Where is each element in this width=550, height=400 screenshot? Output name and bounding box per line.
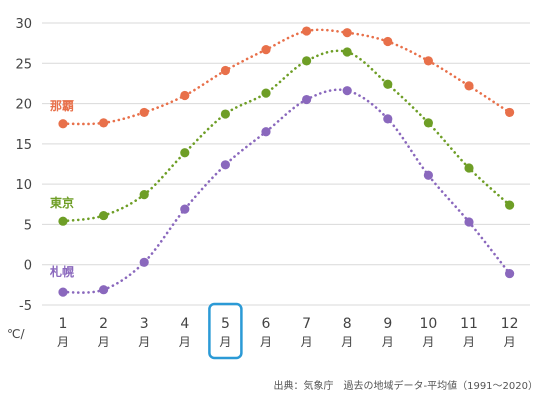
- data-point: [342, 86, 352, 96]
- series-group: [58, 47, 515, 226]
- x-tick-month-number: 10: [419, 316, 437, 332]
- source-note: 出典：気象庁 過去の地域データ-平均値（1991〜2020）: [273, 381, 538, 392]
- x-tick-month-unit: 月: [179, 335, 191, 349]
- x-tick-month-unit: 月: [219, 335, 231, 349]
- x-tick-month-unit: 月: [57, 335, 69, 349]
- x-tick-month-number: 3: [140, 316, 149, 332]
- x-tick-month-unit: 月: [382, 335, 394, 349]
- x-tick-month-unit: 月: [422, 335, 434, 349]
- data-point: [423, 118, 433, 128]
- x-tick-month-number: 2: [99, 316, 108, 332]
- series-label: 東京: [50, 195, 74, 210]
- y-tick-label: 25: [15, 57, 32, 72]
- series-group: [58, 86, 515, 297]
- data-point: [423, 56, 433, 66]
- data-point: [139, 190, 149, 200]
- data-point: [99, 285, 109, 295]
- highlighted-month-frame: [208, 302, 243, 360]
- y-tick-label: 30: [15, 17, 32, 32]
- y-axis-tick-labels: -5 0 5 10 15 20 25 30: [15, 17, 32, 314]
- y-tick-label: 0: [24, 259, 32, 274]
- x-tick-month-unit: 月: [138, 335, 150, 349]
- data-point: [99, 210, 109, 221]
- y-tick-label: 5: [24, 218, 32, 233]
- x-tick-month-unit: 月: [98, 335, 110, 349]
- data-point: [505, 107, 515, 118]
- data-point: [464, 81, 474, 91]
- x-tick-month-unit: 月: [341, 335, 353, 349]
- data-point: [383, 36, 393, 47]
- series-group: [58, 26, 515, 129]
- x-tick-month-number: 1: [59, 316, 68, 332]
- data-point: [220, 109, 230, 119]
- data-point: [505, 200, 515, 210]
- data-point: [180, 148, 190, 158]
- y-tick-label: -5: [19, 299, 32, 314]
- x-tick-month-number: 7: [302, 316, 311, 332]
- data-point: [342, 28, 352, 38]
- series-line: [61, 88, 511, 294]
- data-point: [464, 217, 474, 227]
- x-tick-month-number: 5: [221, 316, 230, 332]
- data-point: [139, 257, 149, 267]
- x-tick-month-number: 9: [383, 316, 392, 332]
- x-axis-tick-labels: 1 月 2 月 3 月 4 月 5 月 6 月 7 月 8 月 9 月 10 月 11 月 12 月: [57, 302, 519, 360]
- data-point: [139, 107, 149, 118]
- series-line: [61, 49, 511, 223]
- data-point: [99, 118, 109, 128]
- data-point: [302, 56, 312, 66]
- series-label: 那覇: [50, 99, 74, 113]
- data-point: [220, 65, 230, 76]
- data-point: [383, 79, 393, 89]
- series-line: [61, 28, 511, 126]
- data-point: [261, 44, 271, 55]
- x-tick-month-number: 4: [180, 316, 189, 332]
- gridlines: [42, 22, 530, 306]
- data-point: [261, 88, 271, 98]
- data-point: [423, 170, 433, 180]
- data-point: [180, 90, 190, 101]
- series-lines: [58, 26, 515, 297]
- data-point: [464, 163, 474, 173]
- y-tick-label: 20: [15, 98, 32, 113]
- data-point: [58, 287, 68, 297]
- x-tick-month-number: 11: [460, 316, 478, 332]
- series-label: 札幌: [49, 264, 74, 279]
- data-point: [180, 204, 190, 214]
- x-tick-month-unit: 月: [260, 335, 272, 349]
- x-tick-month-number: 6: [262, 316, 271, 332]
- x-tick-month-number: 12: [501, 316, 519, 332]
- y-tick-label: 10: [15, 178, 32, 193]
- data-point: [505, 268, 515, 279]
- x-tick-month-unit: 月: [301, 335, 313, 349]
- data-point: [302, 26, 312, 36]
- y-axis-unit-label: ℃/: [7, 327, 25, 341]
- x-tick-month-number: 8: [343, 316, 352, 332]
- data-point: [58, 216, 68, 226]
- data-point: [342, 47, 352, 57]
- y-tick-label: 15: [15, 138, 32, 153]
- data-point: [58, 119, 68, 129]
- data-point: [383, 114, 393, 124]
- data-point: [261, 127, 271, 137]
- data-point: [302, 94, 312, 105]
- data-point: [220, 160, 230, 170]
- x-tick-month-unit: 月: [504, 335, 516, 349]
- x-tick-month-unit: 月: [463, 335, 475, 349]
